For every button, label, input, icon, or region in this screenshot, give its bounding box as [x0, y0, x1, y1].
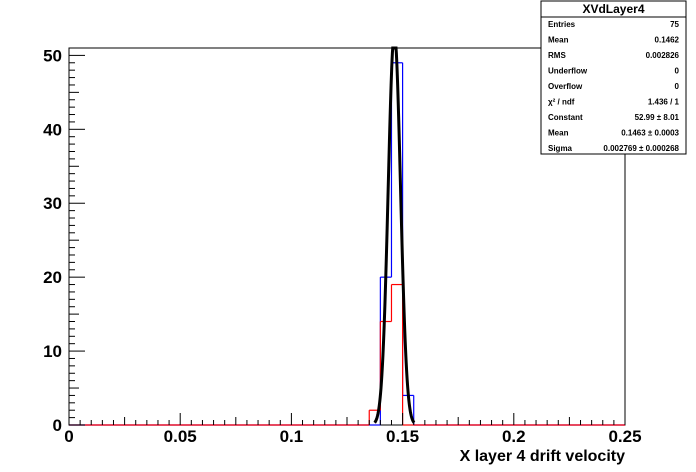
x-tick-label: 0.25 — [608, 427, 641, 446]
y-tick-label: 40 — [43, 120, 62, 139]
x-tick-label: 0 — [64, 427, 73, 446]
stats-value: 0.1463 ± 0.0003 — [621, 129, 679, 138]
stats-label: Entries — [548, 20, 576, 29]
stats-box-title: XVdLayer4 — [582, 2, 644, 16]
y-tick-label: 50 — [43, 46, 62, 65]
stats-label: RMS — [548, 51, 566, 60]
stats-label: Overflow — [548, 82, 583, 91]
x-axis-title: X layer 4 drift velocity — [460, 448, 626, 465]
stats-box: XVdLayer4 Entries 75 Mean 0.1462 RMS 0.002826… — [540, 0, 687, 155]
stats-label: Mean — [548, 36, 569, 45]
stats-box-frame — [540, 0, 687, 155]
x-tick-label: 0.1 — [280, 427, 304, 446]
x-tick-labels: 0 0.05 0.1 0.15 0.2 0.25 — [64, 427, 641, 446]
stats-value: 0.002769 ± 0.000268 — [603, 144, 679, 153]
axes-group — [68, 47, 626, 426]
stats-label: Constant — [548, 113, 583, 122]
stats-label: χ² / ndf — [548, 98, 575, 107]
stats-value: 0.002826 — [646, 51, 680, 60]
x-tick-label: 0.15 — [386, 427, 419, 446]
y-tick-label: 10 — [43, 342, 62, 361]
x-tick-label: 0.05 — [164, 427, 197, 446]
y-tick-label: 20 — [43, 268, 62, 287]
x-tick-label: 0.2 — [502, 427, 526, 446]
stats-value: 75 — [670, 20, 679, 29]
stats-rows: Entries 75 Mean 0.1462 RMS 0.002826 Underflow 0… — [548, 20, 680, 153]
stats-value: 0.1462 — [655, 36, 680, 45]
stats-label: Sigma — [548, 144, 573, 153]
stats-value: 52.99 ± 8.01 — [635, 113, 680, 122]
stats-value: 0 — [675, 67, 680, 76]
y-tick-labels: 0 10 20 30 40 50 — [43, 46, 62, 435]
y-tick-label: 0 — [53, 416, 62, 435]
stats-value: 1.436 / 1 — [648, 98, 680, 107]
gaussian-fit-curve — [373, 46, 416, 424]
stats-label: Mean — [548, 129, 569, 138]
stats-value: 0 — [675, 82, 680, 91]
y-tick-label: 30 — [43, 194, 62, 213]
stats-label: Underflow — [548, 67, 588, 76]
